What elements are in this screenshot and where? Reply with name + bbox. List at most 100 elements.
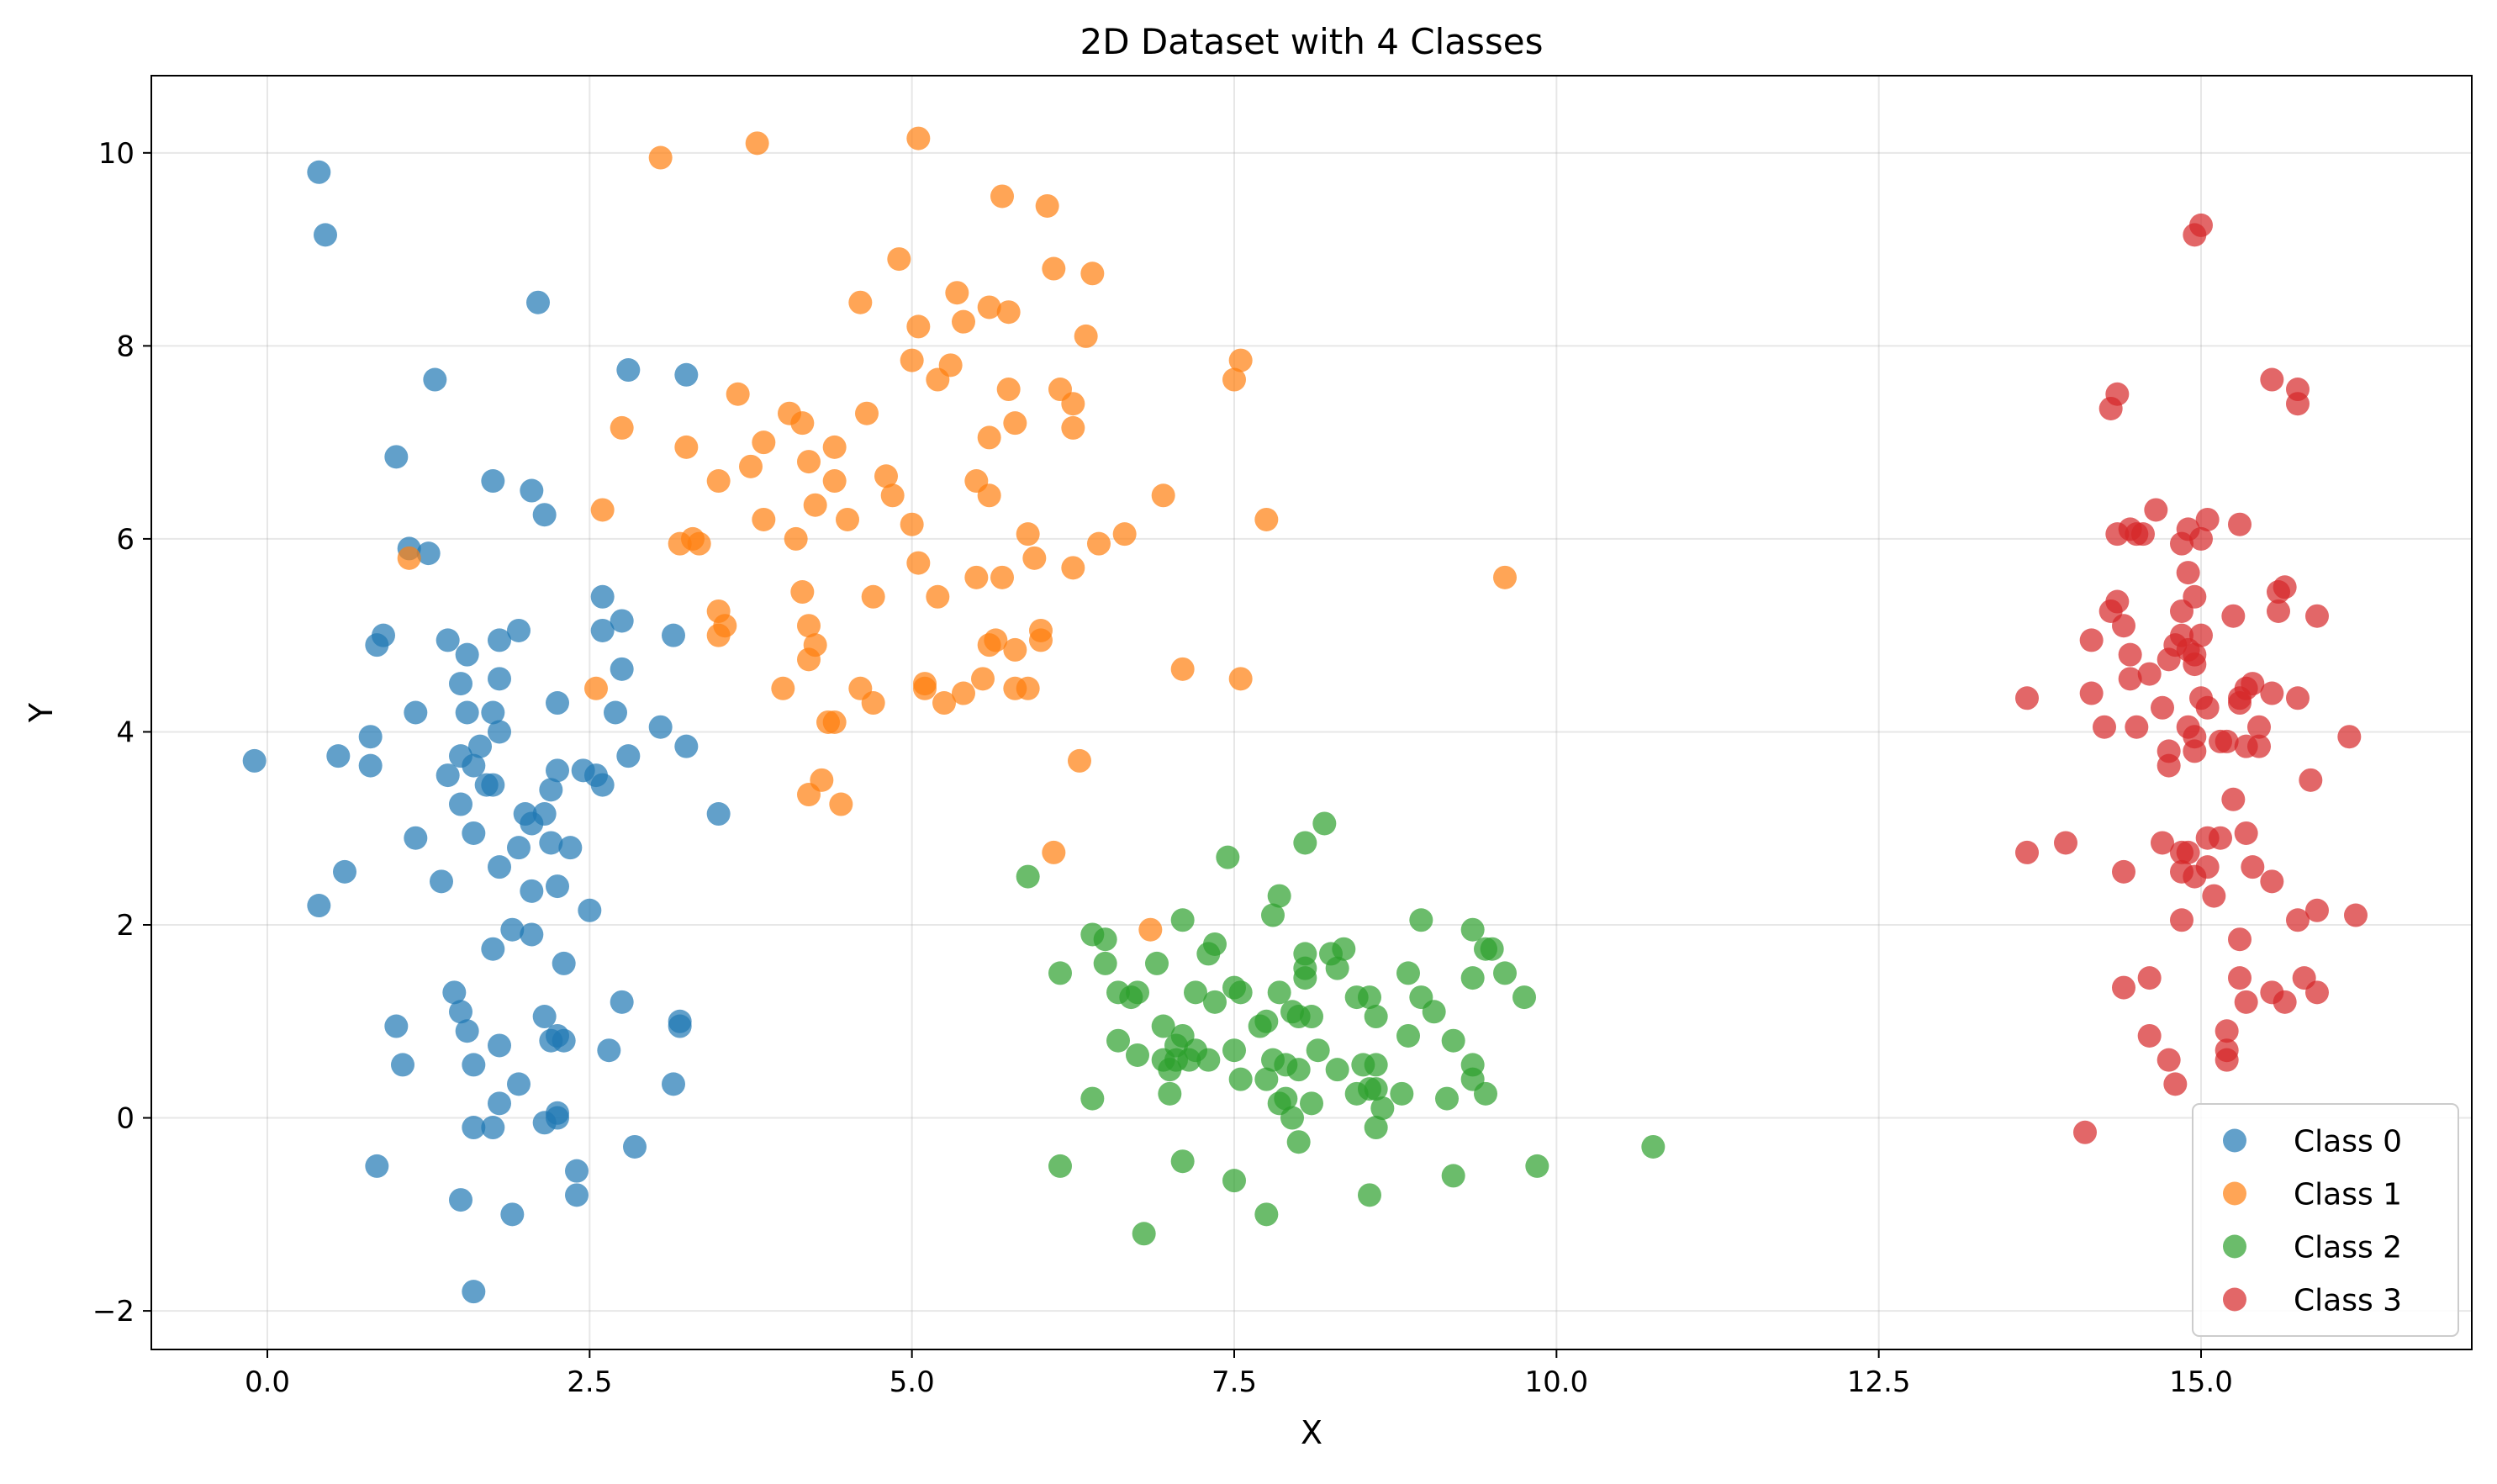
scatter-point-class-1 <box>906 551 931 575</box>
scatter-point-class-2 <box>1441 1164 1465 1188</box>
scatter-point-class-2 <box>1300 1005 1323 1029</box>
scatter-point-class-2 <box>1248 1014 1272 1038</box>
scatter-point-class-0 <box>455 700 479 725</box>
scatter-point-class-0 <box>488 1091 511 1116</box>
scatter-point-class-2 <box>1390 1081 1414 1106</box>
scatter-point-class-0 <box>488 628 511 652</box>
scatter-point-class-0 <box>449 792 472 816</box>
legend-marker <box>2223 1287 2246 1312</box>
scatter-point-class-3 <box>2286 908 2310 932</box>
scatter-point-class-2 <box>1261 903 1285 927</box>
scatter-point-class-0 <box>546 691 569 716</box>
scatter-point-class-2 <box>1641 1134 1666 1159</box>
legend-marker <box>2223 1181 2246 1206</box>
scatter-point-class-0 <box>481 773 505 797</box>
scatter-point-class-0 <box>532 1005 557 1029</box>
scatter-point-class-1 <box>861 691 885 716</box>
scatter-point-class-3 <box>2125 715 2149 739</box>
scatter-point-class-1 <box>964 565 989 589</box>
scatter-point-class-1 <box>797 450 821 474</box>
scatter-point-class-1 <box>996 378 1021 402</box>
scatter-point-class-1 <box>926 584 950 609</box>
scatter-point-class-3 <box>2183 652 2207 677</box>
scatter-point-class-2 <box>1196 942 1221 966</box>
scatter-point-class-0 <box>423 367 447 392</box>
scatter-point-class-1 <box>874 464 898 489</box>
scatter-point-class-1 <box>648 145 673 170</box>
scatter-point-class-2 <box>1460 917 1485 942</box>
scatter-point-class-3 <box>2137 966 2162 990</box>
scatter-point-class-3 <box>2073 1120 2097 1144</box>
scatter-point-class-3 <box>2137 1023 2162 1048</box>
scatter-point-class-0 <box>520 879 544 903</box>
scatter-point-class-0 <box>481 1116 505 1140</box>
scatter-point-class-1 <box>1029 628 1053 652</box>
scatter-point-class-1 <box>1042 256 1066 281</box>
scatter-point-class-3 <box>2151 695 2174 720</box>
scatter-point-class-0 <box>365 1154 389 1178</box>
scatter-point-class-2 <box>1267 884 1291 908</box>
scatter-point-class-1 <box>977 483 1001 508</box>
y-tick-label: 6 <box>116 523 135 557</box>
scatter-point-class-0 <box>507 1072 531 1096</box>
scatter-point-class-0 <box>668 1014 692 1038</box>
scatter-point-class-3 <box>2299 768 2323 792</box>
scatter-point-class-3 <box>2305 898 2329 922</box>
scatter-point-class-2 <box>1370 1096 1395 1121</box>
scatter-point-class-0 <box>384 1014 409 1038</box>
scatter-point-class-2 <box>1203 990 1227 1014</box>
y-tick-label: 4 <box>116 716 135 749</box>
scatter-point-class-0 <box>674 734 699 758</box>
scatter-point-class-1 <box>880 483 905 508</box>
scatter-point-class-0 <box>326 744 351 768</box>
scatter-point-class-0 <box>468 734 492 758</box>
scatter-point-class-3 <box>2273 575 2297 599</box>
scatter-point-class-1 <box>1151 483 1175 508</box>
scatter-point-class-0 <box>307 160 331 184</box>
scatter-point-class-1 <box>996 300 1021 325</box>
scatter-point-class-1 <box>590 498 615 522</box>
scatter-point-class-0 <box>546 758 569 783</box>
scatter-point-class-3 <box>2151 831 2174 855</box>
scatter-point-class-0 <box>462 1116 486 1140</box>
y-tick-label: −2 <box>92 1295 135 1328</box>
scatter-point-class-3 <box>2118 642 2142 667</box>
scatter-point-class-1 <box>797 647 821 672</box>
scatter-point-class-2 <box>1048 961 1072 985</box>
y-axis-label: Y <box>23 702 60 723</box>
scatter-point-class-2 <box>1286 1058 1311 1082</box>
scatter-point-class-2 <box>1441 1028 1465 1053</box>
scatter-point-class-3 <box>2183 864 2207 889</box>
scatter-point-class-2 <box>1480 937 1504 961</box>
scatter-point-class-3 <box>2079 681 2104 705</box>
scatter-point-class-2 <box>1525 1154 1549 1178</box>
scatter-point-class-3 <box>2170 531 2193 556</box>
legend-label: Class 0 <box>2294 1125 2402 1159</box>
scatter-point-class-2 <box>1325 1058 1349 1082</box>
scatter-point-class-2 <box>1396 961 1420 985</box>
scatter-point-class-2 <box>1093 927 1117 952</box>
scatter-point-class-3 <box>2215 1019 2239 1043</box>
scatter-point-class-2 <box>1228 1067 1253 1091</box>
scatter-point-class-2 <box>1409 908 1433 932</box>
legend-label: Class 1 <box>2294 1178 2402 1212</box>
scatter-point-class-1 <box>752 507 776 531</box>
scatter-point-class-1 <box>1016 676 1040 700</box>
scatter-point-class-2 <box>1435 1086 1459 1111</box>
scatter-point-class-1 <box>1254 507 1279 531</box>
scatter-point-class-3 <box>2156 1048 2181 1072</box>
scatter-point-class-2 <box>1126 1043 1149 1067</box>
scatter-point-class-1 <box>1016 522 1040 547</box>
scatter-point-class-0 <box>384 445 409 469</box>
scatter-point-class-0 <box>358 725 383 749</box>
scatter-point-class-0 <box>488 667 511 691</box>
scatter-point-class-0 <box>558 836 583 860</box>
scatter-point-class-0 <box>507 836 531 860</box>
scatter-point-class-1 <box>952 309 975 334</box>
scatter-point-class-1 <box>887 247 911 272</box>
scatter-point-class-3 <box>2156 647 2181 672</box>
x-tick-label: 7.5 <box>1212 1365 1257 1399</box>
scatter-point-class-3 <box>2176 561 2200 585</box>
scatter-point-class-3 <box>2221 604 2246 628</box>
